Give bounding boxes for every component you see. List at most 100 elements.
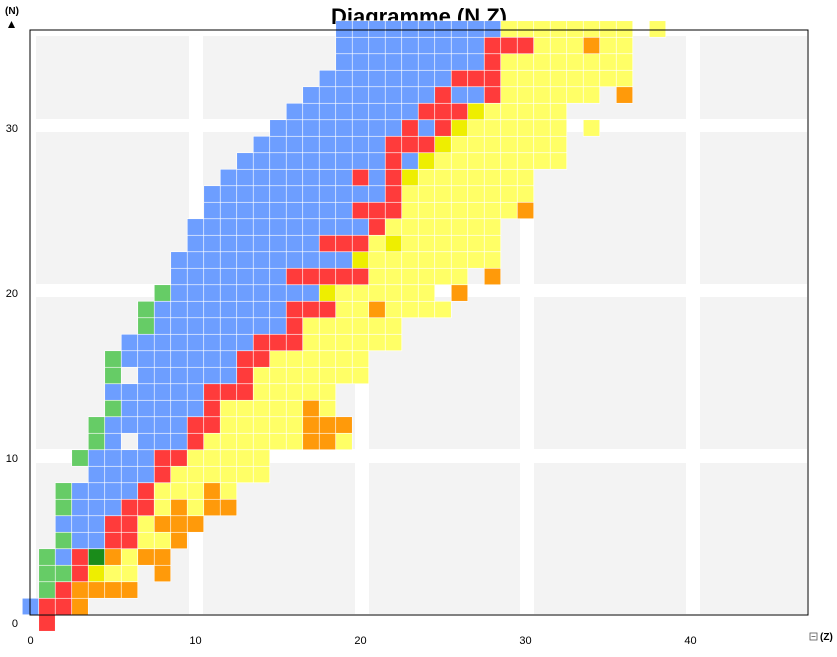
cell-z24-n22[interactable] [417, 251, 436, 269]
cell-z7-n18[interactable] [137, 317, 155, 335]
cell-z5-n11[interactable] [104, 432, 122, 451]
cell-z19-n24[interactable] [335, 218, 353, 236]
cell-z38-n36[interactable] [648, 20, 667, 38]
cell-z6-n17[interactable] [120, 333, 139, 352]
cell-z10-n19[interactable] [186, 300, 205, 319]
cell-z26-n27[interactable] [450, 168, 469, 187]
cell-z32-n31[interactable] [549, 102, 568, 121]
cell-z12-n7[interactable] [219, 498, 238, 517]
cell-z9-n20[interactable] [170, 284, 188, 302]
cell-z19-n32[interactable] [335, 86, 353, 104]
cell-z13-n14[interactable] [236, 383, 254, 401]
cell-z13-n15[interactable] [236, 366, 254, 385]
cell-z28-n34[interactable] [483, 53, 502, 71]
cell-z11-n20[interactable] [203, 284, 221, 302]
cell-z7-n13[interactable] [137, 399, 155, 418]
cell-z18-n33[interactable] [318, 69, 337, 88]
cell-z20-n17[interactable] [351, 333, 370, 352]
cell-z19-n31[interactable] [335, 102, 353, 121]
cell-z26-n20[interactable] [450, 284, 469, 302]
cell-z8-n20[interactable] [153, 284, 172, 302]
cell-z17-n19[interactable] [302, 300, 320, 319]
cell-z29-n30[interactable] [500, 119, 518, 137]
cell-z11-n10[interactable] [203, 449, 221, 467]
cell-z3-n8[interactable] [71, 482, 89, 500]
cell-z30-n26[interactable] [516, 185, 535, 203]
cell-z36-n32[interactable] [615, 86, 634, 104]
cell-z15-n30[interactable] [269, 119, 287, 137]
cell-z10-n7[interactable] [186, 498, 205, 517]
cell-z11-n19[interactable] [203, 300, 221, 319]
cell-z24-n28[interactable] [417, 152, 436, 170]
cell-z7-n8[interactable] [137, 482, 155, 500]
cell-z25-n19[interactable] [434, 300, 452, 319]
cell-z10-n11[interactable] [186, 432, 205, 451]
cell-z18-n13[interactable] [318, 399, 337, 418]
cell-z8-n11[interactable] [153, 432, 172, 451]
cell-z26-n24[interactable] [450, 218, 469, 236]
cell-z20-n25[interactable] [351, 201, 370, 220]
cell-z32-n35[interactable] [549, 36, 568, 55]
cell-z23-n20[interactable] [401, 284, 419, 302]
cell-z23-n26[interactable] [401, 185, 419, 203]
cell-z18-n20[interactable] [318, 284, 337, 302]
cell-z17-n23[interactable] [302, 234, 320, 253]
cell-z12-n16[interactable] [219, 350, 238, 368]
cell-z17-n13[interactable] [302, 399, 320, 418]
cell-z2-n1[interactable] [54, 597, 73, 616]
cell-z18-n18[interactable] [318, 317, 337, 335]
cell-z10-n17[interactable] [186, 333, 205, 352]
cell-z14-n24[interactable] [252, 218, 271, 236]
cell-z8-n10[interactable] [153, 449, 172, 467]
cell-z9-n21[interactable] [170, 267, 188, 286]
cell-z28-n27[interactable] [483, 168, 502, 187]
cell-z15-n12[interactable] [269, 416, 287, 434]
cell-z8-n7[interactable] [153, 498, 172, 517]
cell-z8-n9[interactable] [153, 465, 172, 484]
cell-z13-n17[interactable] [236, 333, 254, 352]
cell-z22-n33[interactable] [384, 69, 403, 88]
cell-z13-n22[interactable] [236, 251, 254, 269]
cell-z28-n29[interactable] [483, 135, 502, 154]
cell-z9-n9[interactable] [170, 465, 188, 484]
cell-z4-n4[interactable] [87, 548, 106, 566]
cell-z22-n32[interactable] [384, 86, 403, 104]
cell-z9-n6[interactable] [170, 515, 188, 533]
cell-z3-n6[interactable] [71, 515, 89, 533]
cell-z16-n13[interactable] [285, 399, 304, 418]
cell-z26-n25[interactable] [450, 201, 469, 220]
cell-z6-n9[interactable] [120, 465, 139, 484]
cell-z19-n22[interactable] [335, 251, 353, 269]
cell-z29-n28[interactable] [500, 152, 518, 170]
cell-z11-n9[interactable] [203, 465, 221, 484]
cell-z29-n34[interactable] [500, 53, 518, 71]
cell-z12-n12[interactable] [219, 416, 238, 434]
cell-z15-n29[interactable] [269, 135, 287, 154]
cell-z18-n25[interactable] [318, 201, 337, 220]
cell-z19-n28[interactable] [335, 152, 353, 170]
cell-z14-n11[interactable] [252, 432, 271, 451]
cell-z36-n34[interactable] [615, 53, 634, 71]
cell-z28-n22[interactable] [483, 251, 502, 269]
cell-z4-n5[interactable] [87, 531, 106, 550]
cell-z36-n35[interactable] [615, 36, 634, 55]
cell-z8-n19[interactable] [153, 300, 172, 319]
cell-z28-n35[interactable] [483, 36, 502, 55]
cell-z14-n19[interactable] [252, 300, 271, 319]
cell-z25-n21[interactable] [434, 267, 452, 286]
cell-z25-n32[interactable] [434, 86, 452, 104]
cell-z12-n15[interactable] [219, 366, 238, 385]
cell-z11-n25[interactable] [203, 201, 221, 220]
cell-z6-n7[interactable] [120, 498, 139, 517]
cell-z13-n11[interactable] [236, 432, 254, 451]
cell-z25-n34[interactable] [434, 53, 452, 71]
cell-z28-n32[interactable] [483, 86, 502, 104]
cell-z7-n6[interactable] [137, 515, 155, 533]
cell-z25-n33[interactable] [434, 69, 452, 88]
cell-z8-n3[interactable] [153, 564, 172, 583]
cell-z23-n36[interactable] [401, 20, 419, 38]
cell-z19-n20[interactable] [335, 284, 353, 302]
cell-z1-n1[interactable] [38, 597, 56, 616]
cell-z33-n34[interactable] [566, 53, 584, 71]
cell-z16-n16[interactable] [285, 350, 304, 368]
